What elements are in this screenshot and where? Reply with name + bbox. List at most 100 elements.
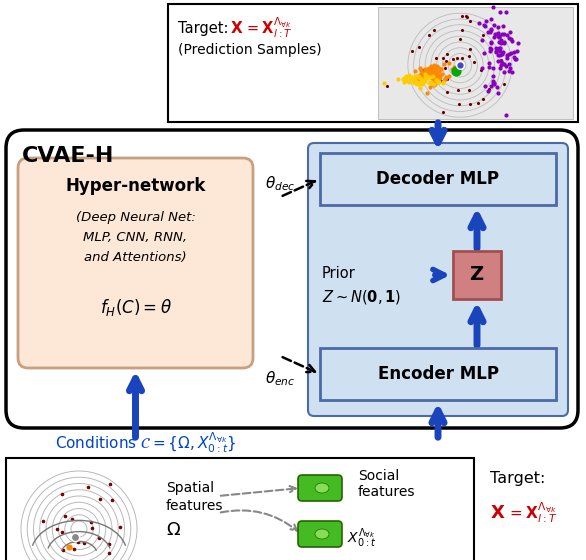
Point: [422, 73, 431, 82]
Point: [435, 73, 445, 82]
Point: [434, 74, 444, 83]
Point: [510, 53, 519, 62]
Point: [400, 73, 409, 82]
Text: $\theta_{enc}$: $\theta_{enc}$: [265, 370, 295, 388]
Point: [96, 494, 105, 503]
Point: [420, 71, 430, 80]
Point: [435, 78, 444, 87]
Point: [431, 73, 440, 82]
Point: [492, 47, 501, 56]
Point: [505, 27, 515, 36]
Point: [486, 43, 495, 52]
Point: [64, 543, 74, 552]
Point: [432, 62, 442, 71]
Point: [432, 65, 441, 74]
Point: [410, 67, 420, 76]
Point: [486, 27, 495, 36]
Ellipse shape: [315, 529, 329, 539]
Point: [465, 85, 474, 94]
Point: [57, 489, 66, 498]
Point: [491, 44, 500, 53]
Point: [489, 20, 498, 29]
Text: Prior: Prior: [322, 265, 356, 281]
Point: [430, 71, 440, 80]
Point: [494, 31, 503, 40]
Point: [420, 65, 430, 74]
Point: [438, 78, 448, 87]
Point: [404, 78, 413, 87]
Point: [442, 49, 452, 58]
Point: [83, 482, 93, 491]
Point: [496, 39, 506, 48]
Point: [498, 48, 507, 57]
Point: [501, 61, 510, 70]
Point: [442, 74, 451, 83]
Point: [53, 558, 62, 560]
Point: [408, 76, 417, 85]
Point: [449, 55, 458, 64]
Point: [489, 76, 498, 85]
Point: [430, 66, 439, 74]
Point: [421, 72, 430, 81]
Text: Target:: Target:: [178, 21, 233, 35]
Point: [408, 72, 418, 81]
Point: [423, 64, 432, 73]
Point: [492, 82, 502, 91]
Bar: [6, 458, 474, 560]
Text: $\mathbf{Z}$: $\mathbf{Z}$: [469, 265, 485, 284]
Point: [496, 57, 505, 66]
Text: $= \mathbf{X}^{\Lambda_{\forall k}}_{l:T}$: $= \mathbf{X}^{\Lambda_{\forall k}}_{l:T…: [244, 16, 292, 40]
Point: [394, 74, 403, 83]
Point: [495, 8, 505, 17]
Point: [495, 44, 504, 53]
Point: [416, 77, 425, 86]
Point: [421, 69, 431, 78]
Point: [485, 59, 494, 68]
Point: [413, 72, 422, 81]
Point: [486, 44, 496, 53]
Point: [424, 70, 433, 79]
Point: [70, 533, 80, 542]
Point: [88, 524, 97, 533]
Point: [505, 60, 514, 69]
Point: [433, 73, 442, 82]
Point: [402, 76, 411, 85]
Bar: [320, 348, 556, 400]
Point: [495, 31, 504, 40]
Point: [417, 74, 426, 83]
Point: [104, 539, 113, 548]
Point: [453, 86, 462, 95]
Point: [483, 87, 492, 96]
Point: [506, 64, 515, 73]
Point: [465, 99, 475, 108]
Point: [488, 3, 497, 12]
Point: [490, 30, 500, 39]
Point: [413, 72, 423, 81]
Point: [418, 66, 427, 74]
Point: [400, 77, 409, 86]
Bar: [453, 251, 501, 299]
Point: [501, 7, 510, 16]
Point: [424, 63, 434, 72]
Point: [441, 74, 450, 83]
Point: [430, 76, 439, 85]
Point: [430, 78, 440, 87]
Point: [478, 64, 487, 73]
Point: [424, 68, 434, 77]
Point: [430, 69, 440, 78]
Point: [436, 65, 445, 74]
Bar: [320, 153, 556, 205]
Point: [60, 512, 70, 521]
Text: Hyper-network: Hyper-network: [65, 177, 206, 195]
Text: and Attentions): and Attentions): [84, 251, 187, 264]
Point: [435, 66, 444, 75]
Point: [442, 56, 451, 65]
Point: [431, 75, 441, 84]
Point: [425, 72, 435, 81]
Text: Social: Social: [358, 469, 399, 483]
Text: features: features: [358, 485, 415, 499]
Point: [493, 31, 503, 40]
Point: [411, 77, 420, 86]
Point: [428, 70, 437, 79]
FancyBboxPatch shape: [6, 130, 578, 428]
